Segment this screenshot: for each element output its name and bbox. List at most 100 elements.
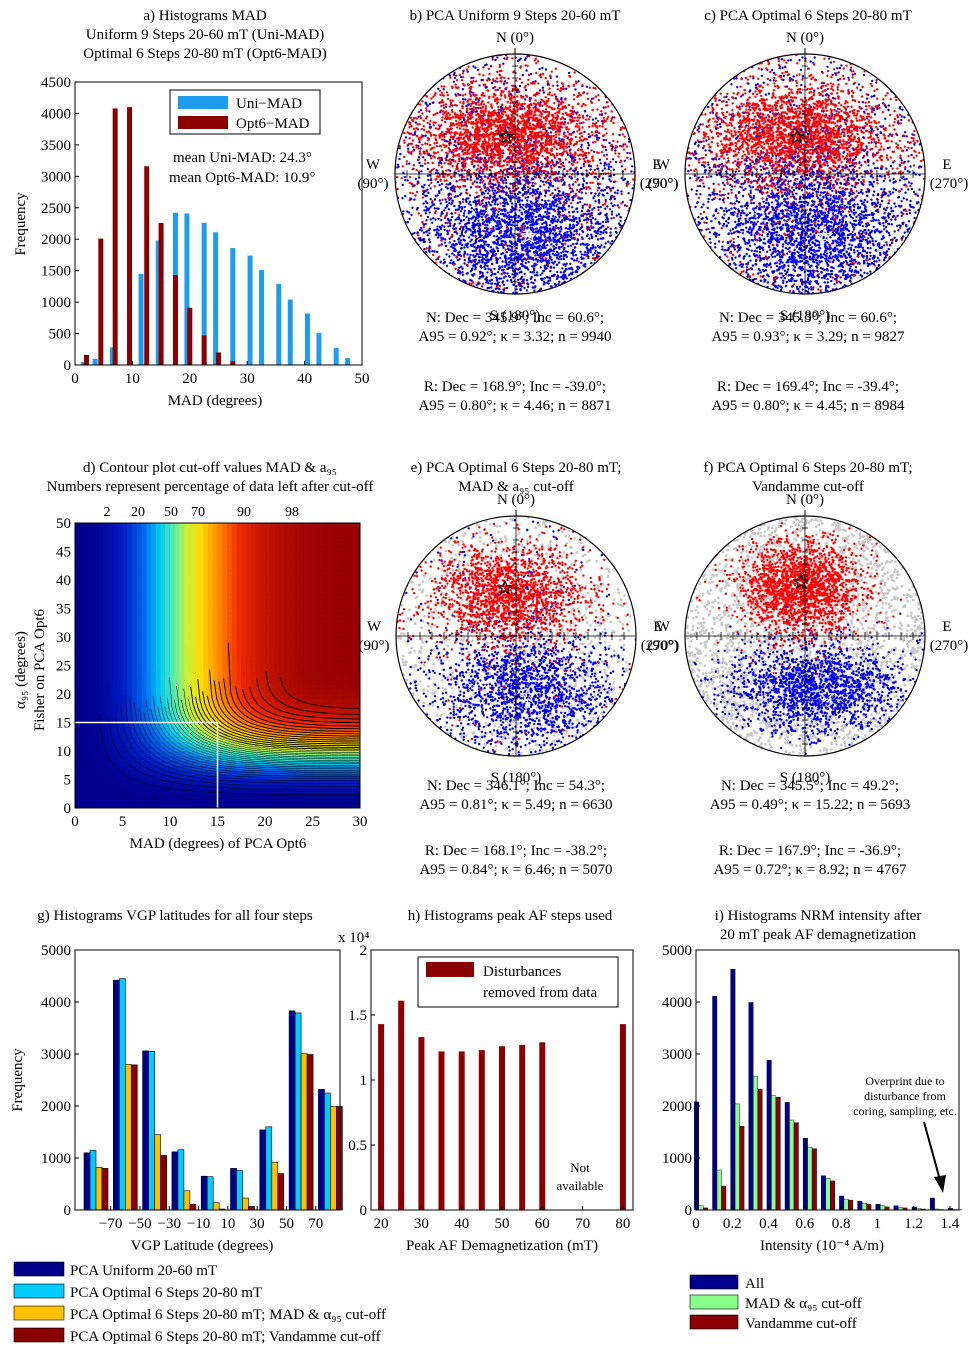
normal-point <box>467 121 471 124</box>
normal-point <box>449 136 453 139</box>
normal-point <box>448 113 452 117</box>
normal-point <box>527 121 530 124</box>
normal-point <box>579 153 583 156</box>
normal-point <box>435 141 439 144</box>
reverse-point <box>594 222 597 225</box>
reverse-point <box>655 282 657 284</box>
reverse-point <box>518 267 522 270</box>
reverse-point <box>629 264 633 268</box>
reverse-point <box>606 205 609 208</box>
normal-point <box>460 175 464 179</box>
normal-point <box>559 118 563 121</box>
reverse-point <box>539 273 542 277</box>
reverse-point <box>585 246 588 249</box>
normal-point <box>576 119 579 123</box>
normal-point <box>465 141 468 144</box>
normal-point <box>556 107 560 110</box>
reverse-point <box>463 262 466 265</box>
reverse-point <box>499 290 503 294</box>
normal-point <box>606 117 609 121</box>
normal-point <box>434 127 437 130</box>
normal-point <box>582 116 585 120</box>
normal-point <box>544 77 547 80</box>
bar-opt6-mad <box>144 166 150 365</box>
reverse-point <box>468 194 472 197</box>
normal-point <box>528 170 531 173</box>
normal-point <box>574 135 577 139</box>
reverse-point <box>563 263 566 266</box>
reverse-point <box>569 272 572 275</box>
reverse-point <box>423 183 426 187</box>
reverse-point <box>593 274 597 277</box>
normal-point <box>558 127 561 131</box>
normal-point <box>439 93 442 97</box>
reverse-point <box>510 258 513 261</box>
reverse-point <box>383 277 385 279</box>
normal-point <box>542 123 545 127</box>
normal-point <box>364 136 366 138</box>
normal-point <box>591 159 595 162</box>
reverse-point <box>504 193 508 196</box>
reverse-point <box>637 146 639 148</box>
reverse-point <box>434 194 438 197</box>
normal-point <box>432 253 435 257</box>
normal-point <box>485 197 488 200</box>
reverse-point <box>551 261 554 264</box>
reverse-point <box>459 239 463 242</box>
normal-point <box>512 123 515 126</box>
normal-point <box>434 112 437 116</box>
normal-point <box>546 143 550 146</box>
normal-point <box>536 60 540 63</box>
normal-point <box>563 135 566 138</box>
reverse-point <box>519 206 522 209</box>
reverse-point <box>535 250 538 254</box>
reverse-point <box>585 182 588 185</box>
normal-point <box>536 152 540 155</box>
reverse-point <box>530 297 532 299</box>
normal-point <box>620 159 623 162</box>
reverse-point <box>623 204 627 207</box>
reverse-point <box>616 204 619 207</box>
reverse-point <box>583 212 587 215</box>
normal-point <box>451 116 454 119</box>
reverse-point <box>438 199 441 202</box>
reverse-point <box>557 100 561 103</box>
normal-point <box>512 165 515 169</box>
reverse-point <box>531 188 534 191</box>
reverse-point <box>483 243 486 246</box>
normal-point <box>421 196 424 199</box>
reverse-point <box>526 285 530 289</box>
normal-point <box>523 107 526 110</box>
reverse-point <box>540 199 544 202</box>
normal-point <box>508 92 511 95</box>
normal-point <box>487 158 490 162</box>
normal-point <box>410 101 413 104</box>
normal-point <box>522 164 526 168</box>
reverse-point <box>493 235 496 238</box>
reverse-point <box>623 159 626 162</box>
reverse-point <box>390 270 392 272</box>
reverse-point <box>428 110 431 113</box>
reverse-point <box>510 167 514 171</box>
normal-point <box>439 214 443 218</box>
reverse-point <box>589 168 592 171</box>
normal-point <box>429 148 432 151</box>
normal-point <box>457 86 460 89</box>
normal-point <box>461 104 464 108</box>
reverse-point <box>435 228 438 231</box>
reverse-point <box>444 238 447 241</box>
reverse-point <box>515 288 518 291</box>
reverse-point <box>417 115 420 119</box>
reverse-point <box>643 223 645 225</box>
reverse-point <box>642 305 644 307</box>
normal-point <box>518 232 522 235</box>
reverse-point <box>551 202 554 206</box>
reverse-point <box>490 156 493 159</box>
reverse-point <box>560 233 563 237</box>
reverse-point <box>504 254 507 257</box>
reverse-point <box>461 271 464 274</box>
reverse-point <box>464 284 468 288</box>
reverse-point <box>525 69 528 72</box>
normal-point <box>561 196 564 200</box>
normal-point <box>598 113 601 116</box>
